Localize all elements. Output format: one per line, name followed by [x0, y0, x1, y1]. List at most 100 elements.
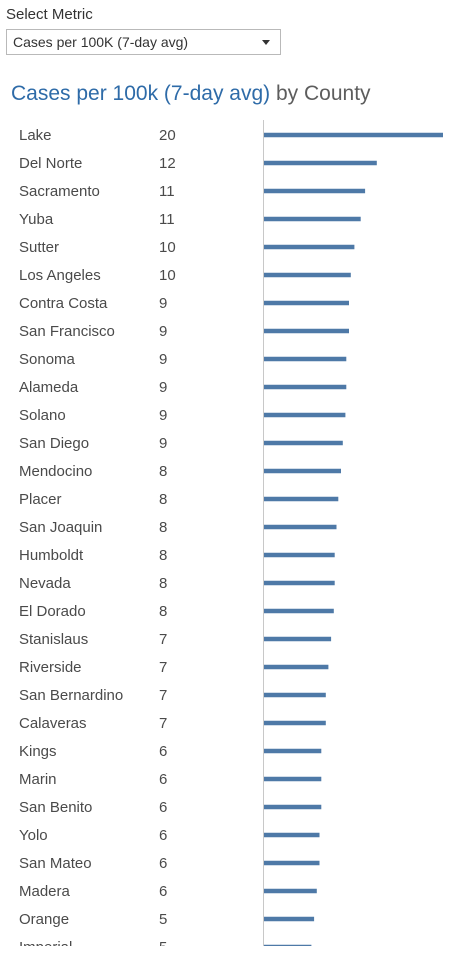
- county-label: Sonoma: [19, 351, 76, 368]
- county-label: Yolo: [19, 827, 48, 844]
- county-label: Stanislaus: [19, 631, 88, 648]
- value-label: 5: [159, 939, 167, 946]
- bar-row[interactable]: Contra Costa 9: [19, 295, 349, 312]
- bar[interactable]: [264, 188, 366, 194]
- bar[interactable]: [264, 356, 347, 362]
- bar-row[interactable]: Calaveras 7: [19, 715, 326, 732]
- bar-row[interactable]: Marin 6: [19, 771, 322, 788]
- bar[interactable]: [264, 580, 335, 586]
- bar-row[interactable]: Imperial 5: [19, 939, 312, 946]
- county-label: Contra Costa: [19, 295, 108, 312]
- bar-row[interactable]: San Joaquin 8: [19, 519, 337, 536]
- value-label: 6: [159, 827, 167, 844]
- value-label: 11: [159, 183, 175, 200]
- bar[interactable]: [264, 552, 335, 558]
- bar[interactable]: [264, 776, 322, 782]
- county-label: Sacramento: [19, 183, 100, 200]
- bar-row[interactable]: Stanislaus 7: [19, 631, 332, 648]
- bar[interactable]: [264, 300, 349, 306]
- county-bar-chart: Lake 20 Del Norte 12 Sacramento 11 Yuba 11 Sutte…: [19, 120, 443, 946]
- bar-row[interactable]: El Dorado 8: [19, 603, 334, 620]
- bar[interactable]: [264, 440, 343, 446]
- county-label: Solano: [19, 407, 66, 424]
- bar[interactable]: [264, 412, 346, 418]
- bar-row[interactable]: Mendocino 8: [19, 463, 341, 480]
- bar[interactable]: [264, 328, 349, 334]
- bar-row[interactable]: Sutter 10: [19, 239, 355, 256]
- bar-row[interactable]: Kings 6: [19, 743, 322, 760]
- county-label: El Dorado: [19, 603, 86, 620]
- bar-row[interactable]: Yuba 11: [19, 211, 361, 228]
- chart-scroll-area[interactable]: Lake 20 Del Norte 12 Sacramento 11 Yuba 11 Sutte…: [0, 120, 450, 946]
- county-label: Lake: [19, 127, 52, 144]
- value-label: 9: [159, 435, 167, 452]
- value-label: 10: [159, 239, 176, 256]
- value-label: 8: [159, 519, 167, 536]
- value-label: 9: [159, 295, 167, 312]
- county-label: San Joaquin: [19, 519, 102, 536]
- bar[interactable]: [264, 664, 329, 670]
- bar-row[interactable]: Madera 6: [19, 883, 317, 900]
- bar-row[interactable]: Los Angeles 10: [19, 267, 351, 284]
- bar[interactable]: [264, 524, 337, 530]
- bar[interactable]: [264, 468, 341, 474]
- bar[interactable]: [264, 832, 320, 838]
- county-label: Orange: [19, 911, 69, 928]
- bar-row[interactable]: San Diego 9: [19, 435, 343, 452]
- bar[interactable]: [264, 692, 326, 698]
- bar[interactable]: [264, 608, 334, 614]
- bar[interactable]: [264, 860, 320, 866]
- bar[interactable]: [264, 636, 332, 642]
- bar-row[interactable]: Alameda 9: [19, 379, 347, 396]
- bar-row[interactable]: San Mateo 6: [19, 855, 320, 872]
- bar-row[interactable]: Placer 8: [19, 491, 339, 508]
- value-label: 6: [159, 771, 167, 788]
- bar-row[interactable]: Yolo 6: [19, 827, 320, 844]
- bar[interactable]: [264, 804, 322, 810]
- county-label: Mendocino: [19, 463, 92, 480]
- bar-row[interactable]: Nevada 8: [19, 575, 335, 592]
- county-label: San Mateo: [19, 855, 92, 872]
- bar[interactable]: [264, 160, 377, 166]
- bar[interactable]: [264, 720, 326, 726]
- bar[interactable]: [264, 272, 351, 278]
- bar[interactable]: [264, 748, 322, 754]
- value-label: 7: [159, 715, 167, 732]
- bar-row[interactable]: Solano 9: [19, 407, 346, 424]
- value-label: 7: [159, 687, 167, 704]
- bar-row[interactable]: San Bernardino 7: [19, 687, 326, 704]
- county-label: San Benito: [19, 799, 92, 816]
- bar-row[interactable]: Del Norte 12: [19, 155, 377, 172]
- bar-row[interactable]: Sacramento 11: [19, 183, 366, 200]
- bar[interactable]: [264, 244, 355, 250]
- bar-row[interactable]: San Francisco 9: [19, 323, 349, 340]
- metric-select-value: Cases per 100K (7-day avg): [13, 34, 189, 50]
- county-label: Nevada: [19, 575, 71, 592]
- bar[interactable]: [264, 216, 361, 222]
- bar-row[interactable]: Lake 20: [19, 127, 443, 144]
- bar[interactable]: [264, 496, 339, 502]
- value-label: 9: [159, 351, 167, 368]
- value-label: 9: [159, 379, 167, 396]
- value-label: 12: [159, 155, 176, 172]
- bar[interactable]: [264, 944, 312, 946]
- bar[interactable]: [264, 916, 315, 922]
- bar-row[interactable]: San Benito 6: [19, 799, 322, 816]
- metric-filter-label: Select Metric: [6, 6, 93, 23]
- county-label: Humboldt: [19, 547, 84, 564]
- county-label: Calaveras: [19, 715, 87, 732]
- bar-row[interactable]: Orange 5: [19, 911, 315, 928]
- county-label: Alameda: [19, 379, 79, 396]
- bar[interactable]: [264, 132, 443, 138]
- value-label: 7: [159, 631, 167, 648]
- bar-row[interactable]: Sonoma 9: [19, 351, 347, 368]
- value-label: 8: [159, 547, 167, 564]
- bar-row[interactable]: Riverside 7: [19, 659, 329, 676]
- bar[interactable]: [264, 888, 317, 894]
- bar-row[interactable]: Humboldt 8: [19, 547, 335, 564]
- county-label: San Francisco: [19, 323, 115, 340]
- county-label: Sutter: [19, 239, 59, 256]
- value-label: 9: [159, 323, 167, 340]
- metric-select-dropdown[interactable]: Cases per 100K (7-day avg): [6, 29, 281, 55]
- bar[interactable]: [264, 384, 347, 390]
